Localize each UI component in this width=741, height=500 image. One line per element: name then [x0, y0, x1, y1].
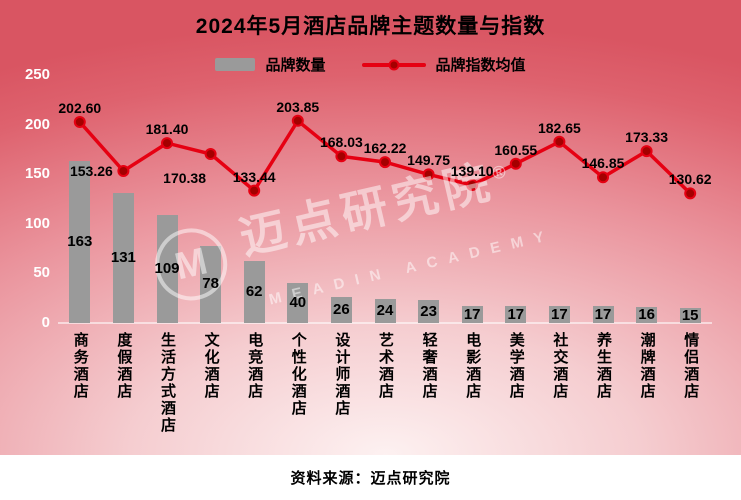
bar-value-label: 78: [202, 275, 219, 293]
category-label: 电竞酒店: [246, 332, 264, 400]
bar-value-label: 17: [507, 305, 525, 323]
x-axis-line: [58, 322, 712, 324]
line-point-marker: [684, 187, 697, 200]
watermark-brand: 迈点研究院®: [233, 141, 520, 268]
line-point-marker: [640, 145, 653, 158]
bar-value-label: 163: [67, 233, 93, 251]
line-value-label: 130.62: [668, 171, 712, 188]
bar: [243, 261, 265, 323]
line-point-marker: [379, 156, 391, 169]
category-label: 个性化酒店: [289, 332, 307, 417]
line-swatch-icon: [361, 59, 426, 70]
bar-value-label: 16: [638, 306, 655, 324]
legend-item-bars: 品牌数量: [215, 54, 326, 75]
bar: [156, 214, 178, 323]
line-point-marker: [161, 137, 173, 150]
bar-value-label: 62: [245, 283, 263, 301]
category-label: 美学酒店: [507, 332, 525, 400]
category-label: 生活方式酒店: [159, 332, 176, 434]
line-point-marker: [422, 168, 435, 181]
bar-value-label: 17: [594, 305, 612, 323]
bar-value-label: 15: [681, 306, 699, 324]
y-tick-label: 200: [24, 115, 50, 133]
bar-value-label: 40: [289, 294, 307, 312]
bar: [330, 297, 352, 323]
line-marker-icon: [388, 59, 399, 70]
source-text: 资料来源：迈点研究院: [290, 470, 451, 487]
line-point-marker: [335, 150, 348, 163]
category-label: 艺术酒店: [377, 332, 394, 400]
y-tick-label: 250: [24, 66, 50, 83]
category-label: 情侣酒店: [682, 332, 700, 400]
chart-area: 2024年5月酒店品牌主题数量与指数 品牌数量 品牌指数均值 0 50 100 150…: [0, 0, 741, 455]
bar-value-label: 109: [154, 259, 180, 277]
category-label: 电影酒店: [464, 332, 482, 400]
line-point-marker: [291, 114, 304, 127]
y-tick-label: 150: [24, 165, 50, 183]
bar-value-label: 17: [551, 305, 568, 323]
line-point-marker: [509, 157, 522, 170]
bar: [200, 245, 222, 323]
line-value-label: 133.44: [232, 168, 276, 185]
category-label: 社交酒店: [551, 332, 569, 400]
bar: [505, 306, 527, 323]
bar: [374, 299, 396, 323]
bar: [636, 307, 658, 323]
bar-value-label: 24: [376, 302, 394, 320]
legend-bar-label: 品牌数量: [265, 57, 326, 74]
bar-swatch-icon: [215, 58, 256, 71]
line-point-marker: [466, 179, 479, 191]
line-point-marker: [73, 116, 86, 128]
line-value-label: 181.40: [145, 121, 189, 138]
line-point-marker: [553, 135, 566, 148]
line-value-label: 202.60: [58, 100, 102, 117]
category-label: 轻奢酒店: [420, 332, 438, 400]
bar-value-label: 131: [110, 249, 136, 267]
line-value-label: 173.33: [625, 129, 668, 146]
source-bar: 资料来源：迈点研究院: [0, 455, 741, 500]
bar: [548, 306, 570, 323]
y-tick-label: 50: [33, 264, 50, 282]
legend: 品牌数量 品牌指数均值: [0, 54, 741, 75]
line-value-label: 203.85: [276, 98, 320, 115]
bar: [592, 306, 614, 323]
bar: [112, 193, 134, 323]
category-label: 设计师酒店: [333, 332, 351, 417]
bar: [679, 308, 701, 323]
bar-value-label: 23: [420, 302, 437, 320]
line-value-label: 153.26: [69, 162, 113, 179]
chart-title: 2024年5月酒店品牌主题数量与指数: [195, 15, 546, 38]
line-value-label: 170.38: [163, 169, 206, 186]
category-label: 养生酒店: [595, 332, 612, 400]
legend-line-label: 品牌指数均值: [435, 57, 526, 74]
legend-item-line: 品牌指数均值: [361, 54, 526, 75]
bar: [287, 283, 309, 323]
category-label: 度假酒店: [115, 332, 133, 400]
bar-value-label: 17: [463, 305, 481, 323]
line-value-label: 139.10: [450, 163, 494, 179]
y-tick-label: 0: [41, 314, 50, 331]
bar: [418, 300, 440, 323]
category-label: 潮牌酒店: [638, 332, 656, 400]
bar: [69, 161, 91, 323]
y-tick-label: 100: [24, 214, 50, 232]
line-point-marker: [597, 171, 609, 184]
line-value-label: 146.85: [581, 155, 625, 172]
bar: [461, 306, 483, 323]
line-value-label: 182.65: [537, 119, 581, 136]
line-value-label: 160.55: [494, 141, 538, 158]
category-label: 文化酒店: [202, 332, 220, 400]
category-label: 商务酒店: [71, 332, 89, 400]
line-point-marker: [204, 148, 217, 160]
line-point-marker: [248, 184, 261, 197]
bar-value-label: 26: [333, 301, 350, 319]
